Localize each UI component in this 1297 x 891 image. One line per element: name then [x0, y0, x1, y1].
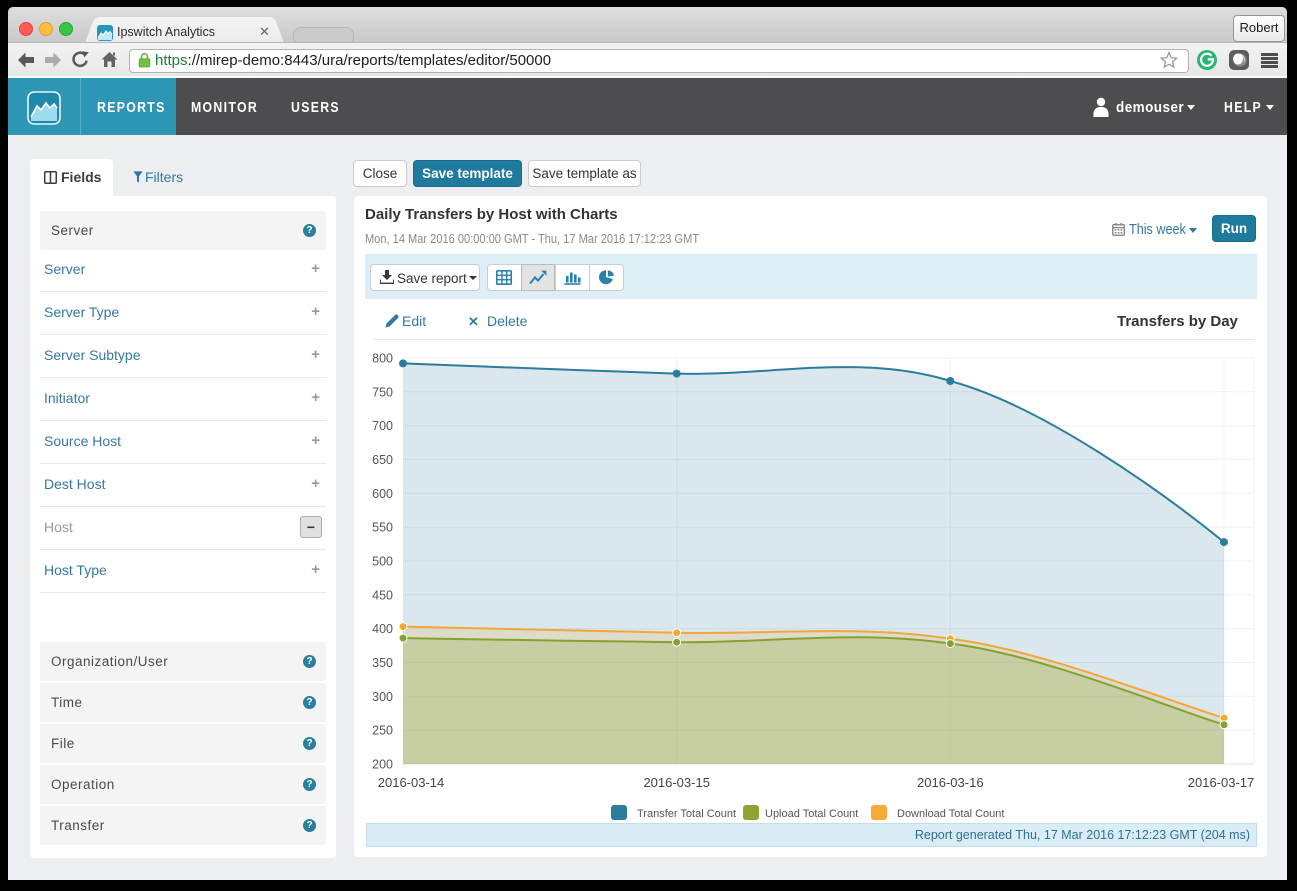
svg-text:750: 750 [372, 385, 393, 399]
svg-text:450: 450 [372, 588, 393, 602]
svg-text:500: 500 [372, 555, 393, 569]
svg-text:700: 700 [372, 419, 393, 433]
svg-text:300: 300 [372, 690, 393, 704]
svg-text:200: 200 [372, 758, 393, 772]
svg-text:350: 350 [372, 656, 393, 670]
svg-text:400: 400 [372, 622, 393, 636]
svg-text:2016-03-14: 2016-03-14 [378, 775, 445, 790]
svg-text:2016-03-16: 2016-03-16 [917, 775, 984, 790]
svg-text:650: 650 [372, 453, 393, 467]
svg-text:2016-03-17: 2016-03-17 [1188, 775, 1255, 790]
svg-text:800: 800 [372, 352, 393, 366]
svg-text:2016-03-15: 2016-03-15 [643, 775, 710, 790]
svg-text:600: 600 [372, 487, 393, 501]
svg-text:250: 250 [372, 724, 393, 738]
svg-text:550: 550 [372, 521, 393, 535]
